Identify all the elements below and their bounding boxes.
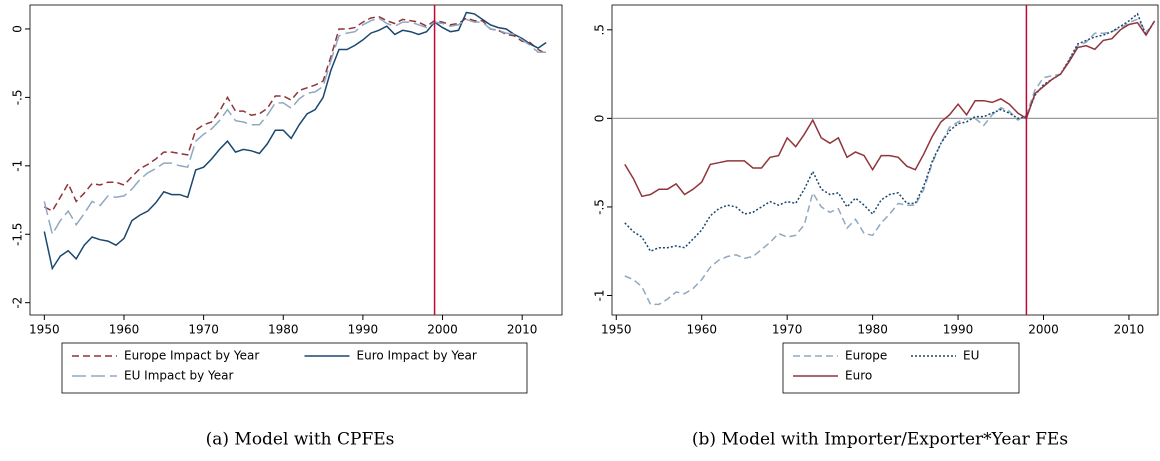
y-tick-label: -.5 xyxy=(11,89,25,105)
x-tick-label: 1960 xyxy=(686,323,717,337)
x-tick-label: 1950 xyxy=(601,323,632,337)
legend-label: Euro Impact by Year xyxy=(357,349,477,363)
legend-box xyxy=(782,342,1020,394)
legend-label: Europe xyxy=(845,349,887,363)
series-line xyxy=(624,18,1156,306)
x-tick-label: 1980 xyxy=(857,323,888,337)
y-tick-label: .5 xyxy=(593,24,607,35)
x-tick-label: 1950 xyxy=(29,323,60,337)
y-tick-label: -1 xyxy=(11,160,25,172)
y-tick-label: 0 xyxy=(11,25,25,33)
x-tick-label: 2010 xyxy=(1114,323,1145,337)
x-tick-label: 2010 xyxy=(507,323,538,337)
y-tick-label: 0 xyxy=(593,115,607,123)
series-line xyxy=(43,15,547,212)
caption: (a) Model with CPFEs xyxy=(206,430,395,450)
caption: (b) Model with Importer/Exporter*Year FE… xyxy=(692,430,1068,450)
legend-label: Europe Impact by Year xyxy=(124,349,259,363)
y-tick-label: -1 xyxy=(593,290,607,302)
x-tick-label: 1970 xyxy=(188,323,219,337)
series-line xyxy=(43,17,547,237)
legend-label: EU Impact by Year xyxy=(124,369,234,383)
y-tick-label: -1.5 xyxy=(11,223,25,246)
x-tick-label: 1990 xyxy=(943,323,974,337)
x-tick-label: 1960 xyxy=(109,323,140,337)
x-tick-label: 1990 xyxy=(348,323,379,337)
legend-label: EU xyxy=(963,349,979,363)
y-tick-label: -2 xyxy=(11,297,25,309)
plot-frame xyxy=(29,4,563,316)
series-line xyxy=(43,11,547,271)
x-tick-label: 2000 xyxy=(427,323,458,337)
x-tick-label: 1980 xyxy=(268,323,299,337)
x-tick-label: 1970 xyxy=(772,323,803,337)
legend-box xyxy=(61,342,528,394)
x-tick-label: 2000 xyxy=(1028,323,1059,337)
plot-frame xyxy=(611,4,1159,316)
y-tick-label: -.5 xyxy=(593,199,607,215)
series-line xyxy=(624,20,1156,198)
legend-label: Euro xyxy=(845,369,872,383)
